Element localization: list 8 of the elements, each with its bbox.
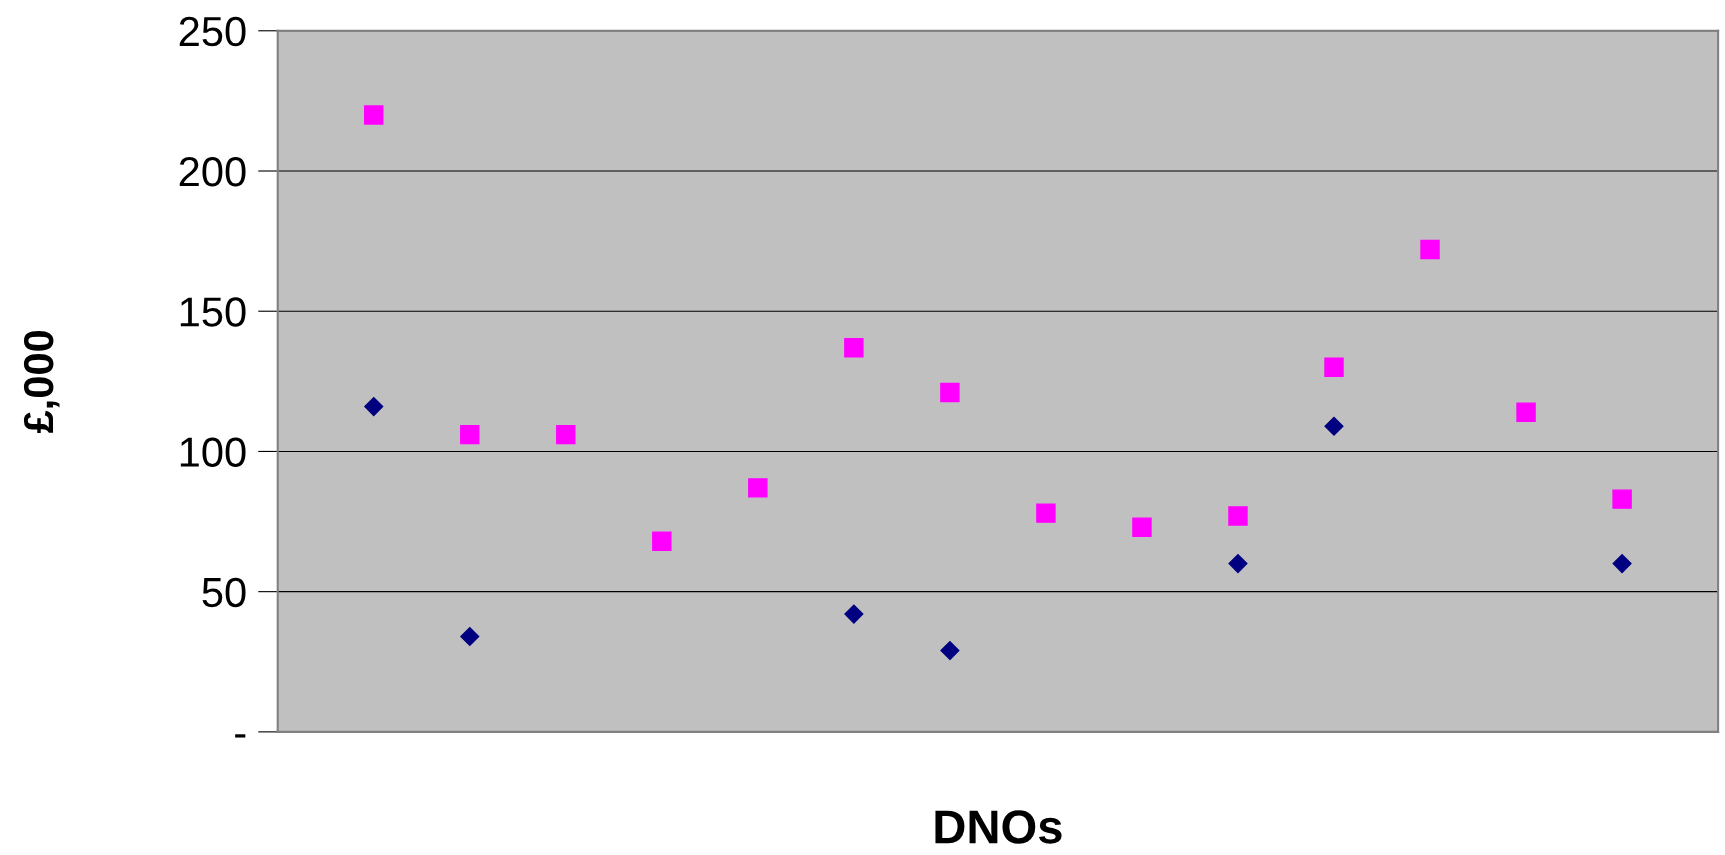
y-tick-label: 50 xyxy=(202,577,246,608)
y-tick-label: 200 xyxy=(179,157,246,187)
y-tick-label: 250 xyxy=(179,16,246,47)
y-tick-label: - xyxy=(235,734,246,738)
y-axis-title: £,000 xyxy=(23,330,60,434)
y-tick-label: 150 xyxy=(180,297,246,327)
y-tick-label: 100 xyxy=(180,437,246,467)
x-axis-title: DNOs xyxy=(935,810,1062,844)
